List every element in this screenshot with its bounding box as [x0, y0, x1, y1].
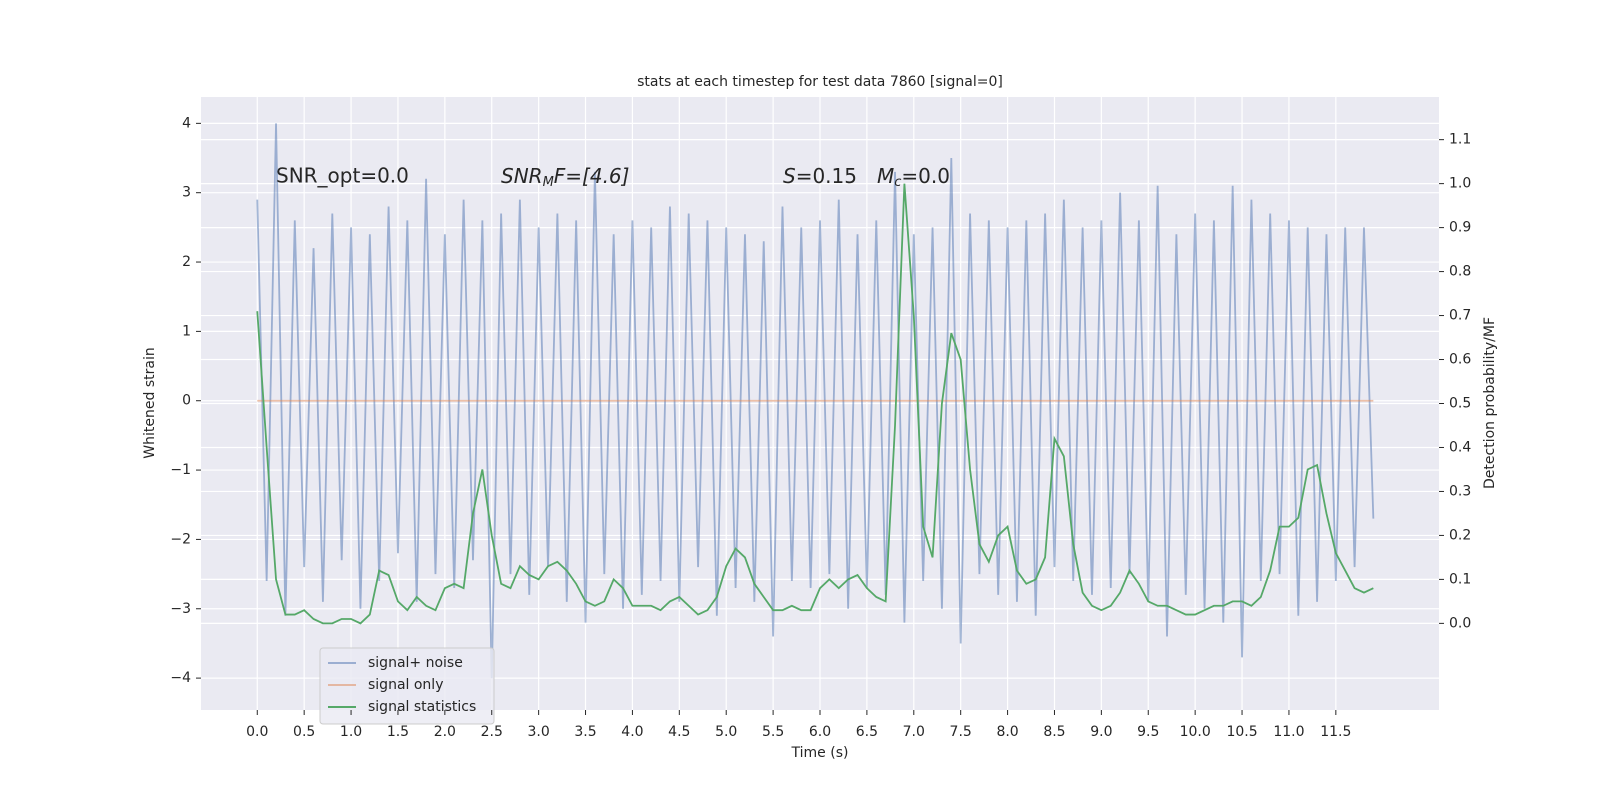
annotation-part: c — [894, 175, 901, 190]
y-tick-label: 2 — [182, 254, 191, 270]
x-tick-label: 6.5 — [856, 724, 878, 740]
y-tick-label: −3 — [170, 601, 191, 617]
y2-tick-label: 1.1 — [1449, 132, 1471, 148]
x-tick-label: 7.0 — [903, 724, 925, 740]
legend-label: signal+ noise — [368, 655, 463, 671]
annotation: SNRMF=[4.6] — [501, 164, 629, 190]
annotation: Mc=0.0 — [877, 164, 950, 190]
y-tick-label: 1 — [182, 323, 191, 339]
x-tick-label: 10.5 — [1226, 724, 1257, 740]
y2-tick-label: 0.2 — [1449, 527, 1471, 543]
series-line — [256, 123, 1375, 679]
x-tick-label: 8.5 — [1043, 724, 1065, 740]
annotation-part: =0.0 — [901, 164, 950, 188]
x-tick-label: 4.5 — [668, 724, 690, 740]
x-tick-label: 10.0 — [1180, 724, 1211, 740]
y2-tick-label: 0.1 — [1449, 571, 1471, 587]
y-tick-label: −4 — [170, 670, 191, 686]
annotation-part: M — [543, 175, 554, 190]
x-tick-label: 5.5 — [762, 724, 784, 740]
x-tick-label: 6.0 — [809, 724, 831, 740]
y2-tick-label: 0.4 — [1449, 439, 1471, 455]
x-tick-label: 2.0 — [434, 724, 456, 740]
x-tick-label: 11.0 — [1273, 724, 1304, 740]
y-tick-label: −2 — [170, 531, 191, 547]
x-tick-label: 9.5 — [1137, 724, 1159, 740]
y-tick-label: 0 — [182, 393, 191, 409]
x-tick-label: 1.5 — [387, 724, 409, 740]
y-tick-label: 4 — [182, 115, 191, 131]
y2-tick-label: 0.8 — [1449, 264, 1471, 280]
x-tick-label: 0.0 — [246, 724, 268, 740]
x-tick-label: 11.5 — [1320, 724, 1351, 740]
y-axis-label: Whitened strain — [142, 347, 158, 458]
annotation-part: S — [783, 164, 796, 188]
x-tick-label: 8.0 — [996, 724, 1018, 740]
legend-label: signal only — [368, 677, 443, 693]
y2-tick-label: 0.0 — [1449, 615, 1471, 631]
annotation: SNR_opt=0.0 — [276, 164, 409, 188]
legend-box — [319, 647, 495, 725]
y2-tick-label: 0.3 — [1449, 483, 1471, 499]
y2-tick-label: 0.6 — [1449, 352, 1471, 368]
annotation-part: F=[4.6] — [554, 164, 630, 188]
x-tick-label: 2.5 — [481, 724, 503, 740]
y2-tick-label: 0.5 — [1449, 396, 1471, 412]
chart-title: stats at each timestep for test data 786… — [637, 74, 1003, 90]
y-tick-label: 3 — [182, 185, 191, 201]
x-tick-label: 1.0 — [340, 724, 362, 740]
annotation-part: M — [877, 164, 894, 188]
x-tick-label: 5.0 — [715, 724, 737, 740]
x-tick-label: 3.0 — [528, 724, 550, 740]
x-tick-label: 9.0 — [1090, 724, 1112, 740]
y2-axis-label: Detection probability/MF — [1482, 317, 1498, 489]
y2-tick-label: 0.9 — [1449, 220, 1471, 236]
x-tick-label: 0.5 — [293, 724, 315, 740]
x-tick-label: 4.0 — [621, 724, 643, 740]
y2-tick-label: 0.7 — [1449, 308, 1471, 324]
annotation: S=0.15 — [783, 164, 857, 188]
legend-label: signal statistics — [368, 699, 476, 715]
annotation-part: SNR — [501, 164, 543, 188]
series-line — [256, 183, 1374, 625]
y-tick-label: −1 — [170, 462, 191, 478]
x-tick-label: 3.5 — [574, 724, 596, 740]
y2-tick-label: 1.0 — [1449, 176, 1471, 192]
x-axis-label: Time (s) — [791, 745, 849, 761]
annotation-part: =0.15 — [796, 164, 857, 188]
x-tick-label: 7.5 — [950, 724, 972, 740]
